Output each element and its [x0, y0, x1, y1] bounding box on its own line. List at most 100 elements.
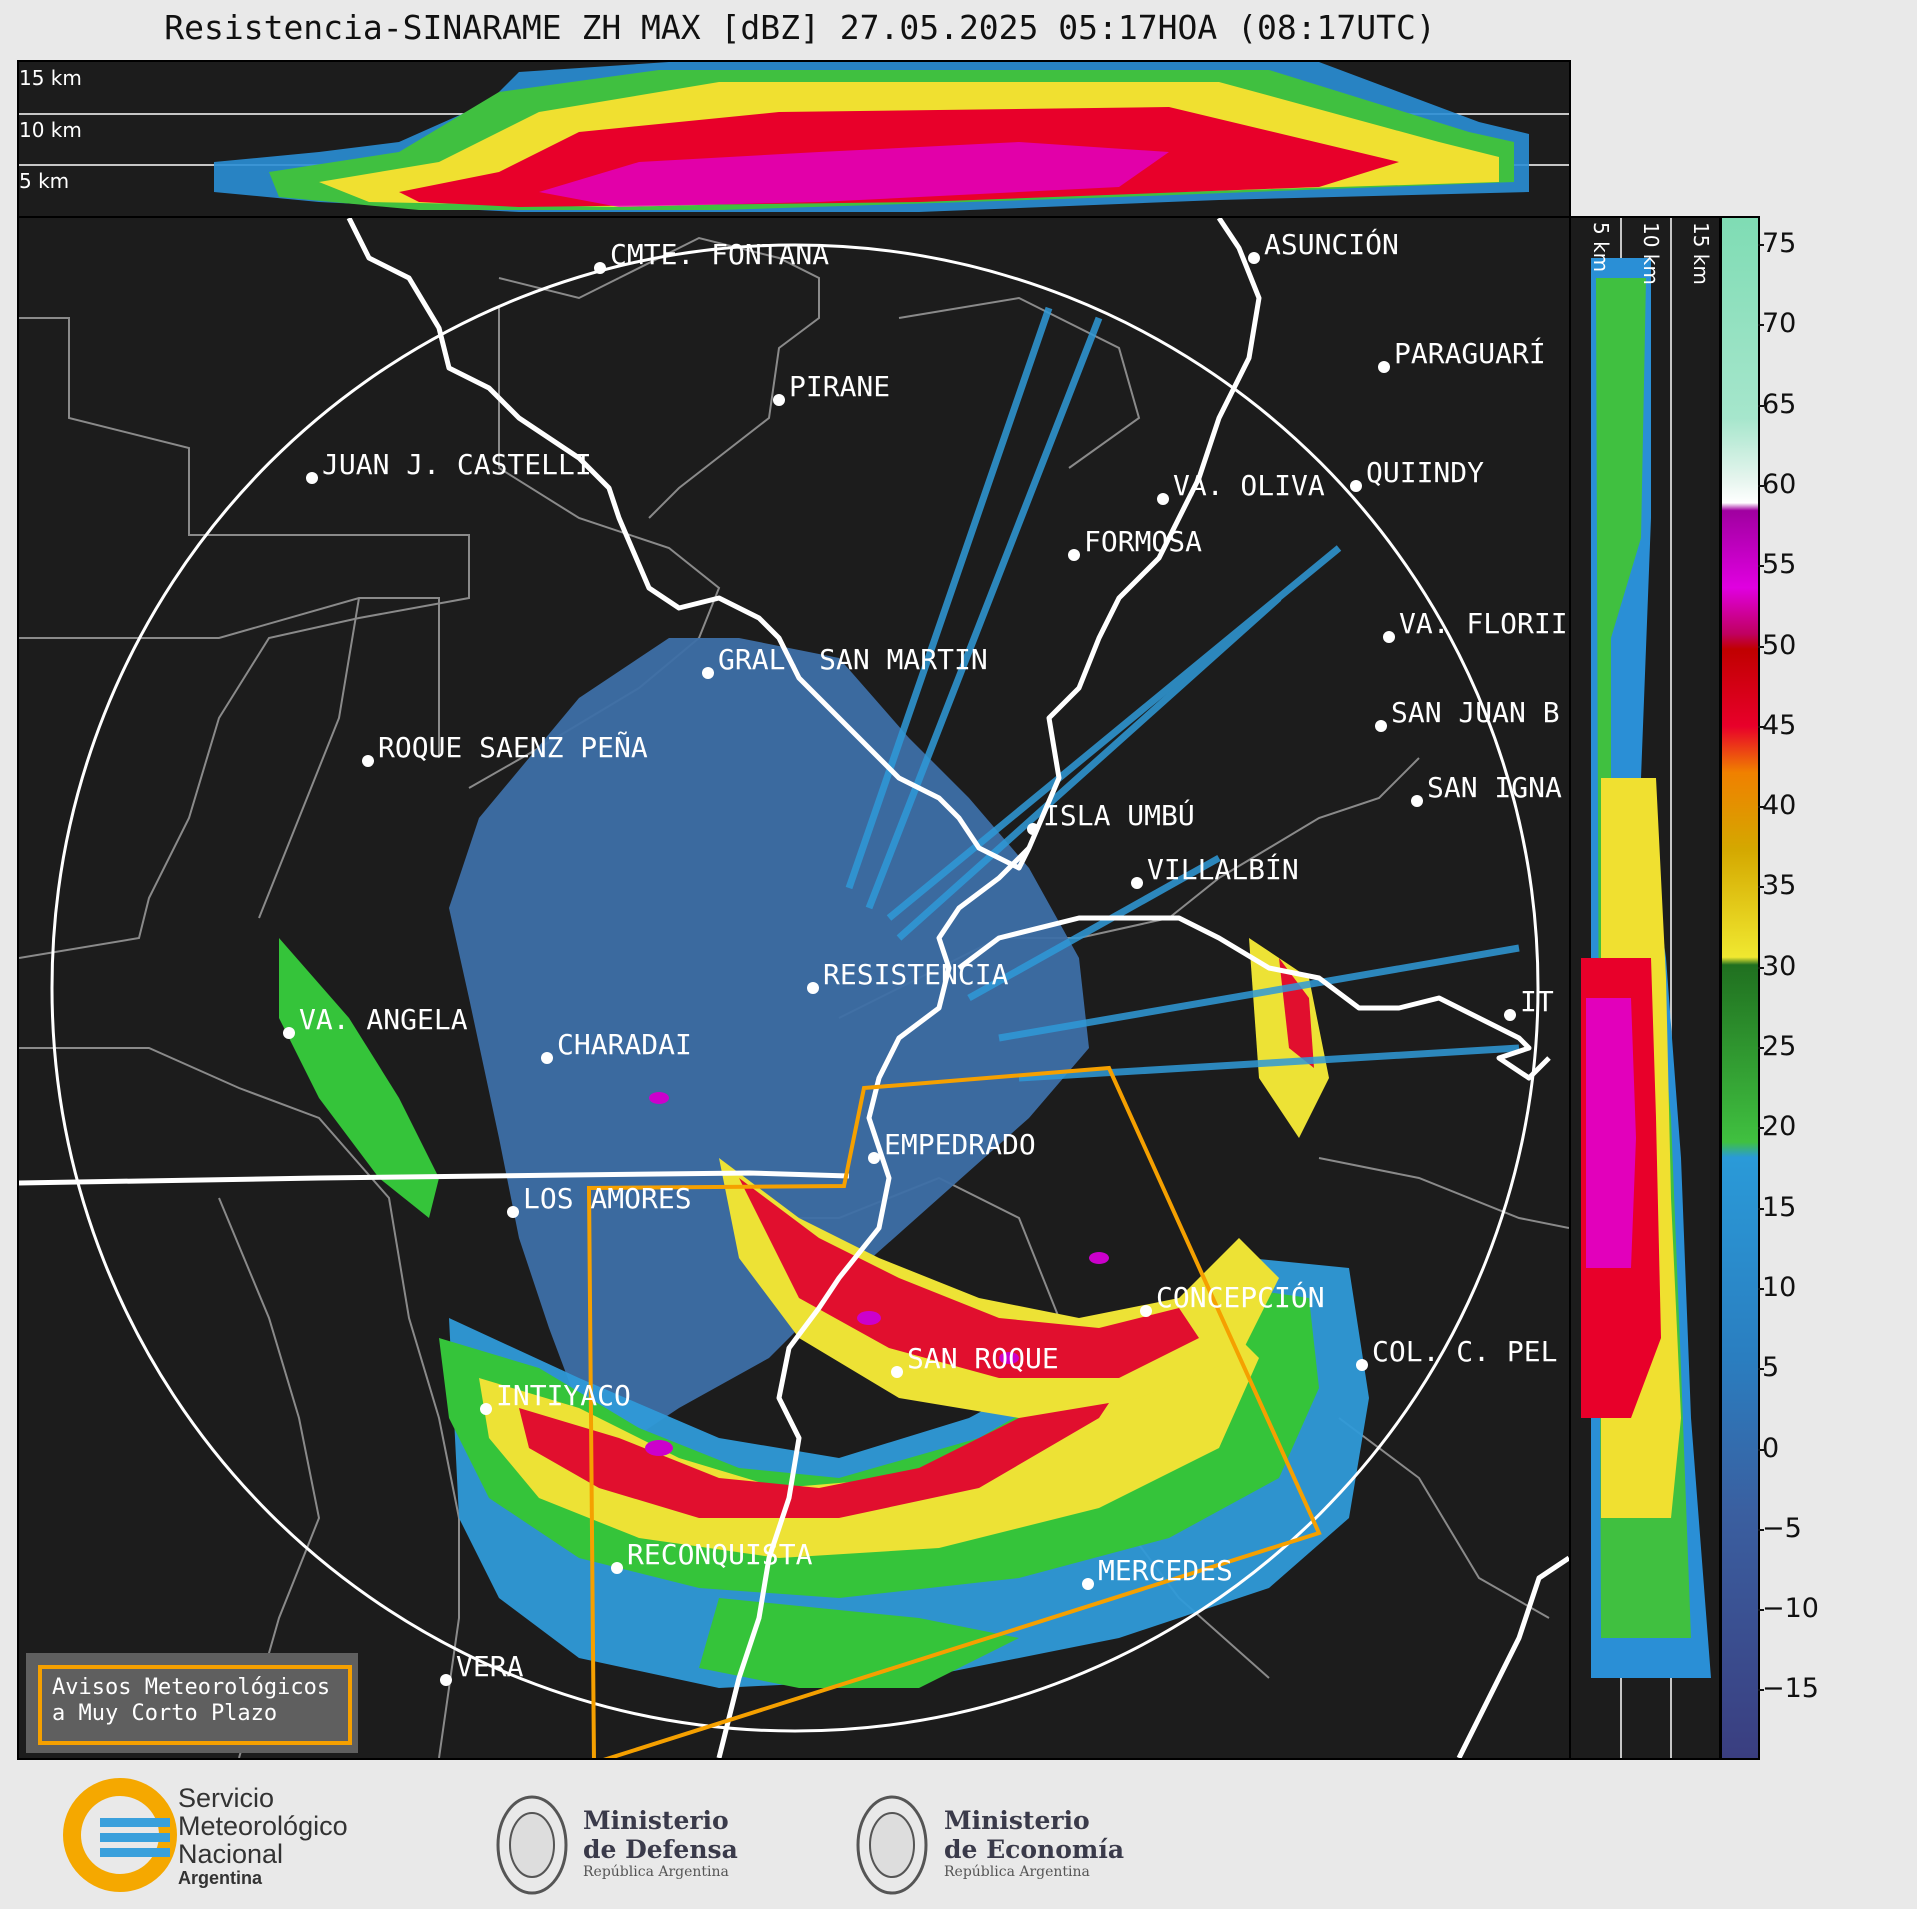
city-dot	[440, 1674, 452, 1686]
city-dot	[868, 1152, 880, 1164]
colorbar-tick-label: 20	[1762, 1111, 1797, 1143]
page-title: Resistencia-SINARAME ZH MAX [dBZ] 27.05.…	[164, 8, 1436, 47]
colorbar-tick-label: 10	[1762, 1271, 1797, 1303]
colorbar-tick-mark	[1758, 645, 1764, 648]
city-dot	[362, 755, 374, 767]
city-label: FORMOSA	[1084, 525, 1203, 558]
legend-text: Avisos Meteorológicos a Muy Corto Plazo	[38, 1665, 352, 1745]
city-dot	[1068, 549, 1080, 561]
city-dot	[507, 1206, 519, 1218]
colorbar-tick-mark	[1758, 1047, 1764, 1049]
right-altitude-label: 5 km	[1589, 222, 1613, 273]
colorbar-tick-label: 50	[1762, 629, 1797, 661]
city-label: VA. FLORII	[1399, 607, 1568, 640]
right-altitude-label: 10 km	[1639, 222, 1663, 285]
city-dot	[807, 982, 819, 994]
city-dot	[611, 1562, 623, 1574]
city-label: JUAN J. CASTELLI	[322, 448, 592, 481]
city-label: LOS AMORES	[523, 1182, 692, 1215]
defensa-logo-text: Ministerio de Defensa República Argentin…	[583, 1806, 738, 1880]
colorbar-tick-mark	[1758, 1448, 1764, 1451]
city-label: RECONQUISTA	[627, 1538, 813, 1571]
city-label: GRAL. SAN MARTIN	[718, 643, 988, 676]
radar-spokes	[845, 306, 1520, 1082]
city-dot	[702, 667, 714, 679]
colorbar-tick-mark	[1758, 1528, 1764, 1531]
colorbar-tick-label: 0	[1762, 1432, 1780, 1464]
city-dot	[1140, 1305, 1152, 1317]
city-dot	[1350, 480, 1362, 492]
city-dot	[1082, 1578, 1094, 1590]
city-dot	[1411, 795, 1423, 807]
colorbar-tick-mark	[1758, 565, 1764, 568]
city-label: QUIINDY	[1366, 456, 1485, 489]
colorbar-tick-mark	[1758, 404, 1764, 407]
city-label: ISLA UMBÚ	[1043, 799, 1195, 832]
city-label: PARAGUARÍ	[1394, 337, 1546, 370]
warning-polygons	[586, 1065, 1322, 1758]
city-label: IT	[1520, 985, 1554, 1018]
city-dot	[541, 1052, 553, 1064]
colorbar-tick-mark	[1758, 244, 1764, 246]
city-label: CHARADAI	[557, 1028, 692, 1061]
colorbar-tick-mark	[1758, 1127, 1764, 1130]
smn-logo-text: Servicio Meteorológico Nacional Argentin…	[178, 1783, 348, 1888]
right-altitude-label: 15 km	[1689, 222, 1713, 285]
city-dot	[1378, 361, 1390, 373]
colorbar-tick-label: 55	[1762, 549, 1797, 581]
city-label: COL. C. PEL	[1372, 1335, 1558, 1368]
city-label: ASUNCIÓN	[1264, 228, 1399, 261]
colorbar-tick-mark	[1758, 324, 1764, 327]
radar-map[interactable]	[17, 216, 1571, 1760]
city-label: RESISTENCIA	[823, 958, 1009, 991]
colorbar-tick-label: 30	[1762, 950, 1797, 982]
colorbar-tick-mark	[1758, 1287, 1764, 1290]
colorbar-tick-mark	[1758, 484, 1764, 487]
colorbar-tick-label: 70	[1762, 308, 1797, 340]
city-dot	[1504, 1009, 1516, 1021]
colorbar-tick-label: 60	[1762, 468, 1797, 500]
colorbar-tick-label: 40	[1762, 790, 1797, 822]
city-dot	[1131, 877, 1143, 889]
city-label: SAN JUAN B	[1391, 696, 1560, 729]
range-ring	[50, 243, 1540, 1733]
radar-echo-core	[645, 1092, 1109, 1456]
city-dot	[1375, 720, 1387, 732]
city-label: PIRANE	[789, 370, 891, 403]
radar-map-graphics	[19, 218, 1569, 1758]
city-label: ROQUE SAENZ PEÑA	[378, 731, 648, 764]
footer-graphics	[63, 1778, 928, 1895]
city-dot	[891, 1366, 903, 1378]
colorbar-tick-label: 25	[1762, 1031, 1797, 1062]
city-dot	[283, 1027, 295, 1039]
top-cross-section-panel: 15 km 10 km 5 km	[17, 60, 1571, 219]
colorbar-tick-mark	[1758, 1207, 1764, 1210]
radar-echo-moderate	[279, 938, 1329, 1688]
colorbar-tick-label: −10	[1762, 1593, 1819, 1625]
colorbar-tick-mark	[1758, 1368, 1764, 1371]
top-altitude-label: 5 km	[19, 169, 70, 193]
right-cross-section-echo	[1581, 218, 1711, 1758]
colorbar-tick-label: 45	[1762, 709, 1797, 741]
top-altitude-label: 15 km	[19, 66, 82, 90]
smn-logo-icon	[63, 1778, 177, 1892]
defensa-seal-icon	[496, 1795, 568, 1895]
colorbar-tick-label: 35	[1762, 870, 1797, 902]
colorbar-tick-mark	[1758, 1689, 1764, 1692]
rivers-borders	[19, 218, 1569, 1758]
top-altitude-label: 10 km	[19, 118, 82, 142]
colorbar-tick-label: −15	[1762, 1673, 1819, 1705]
city-dot	[306, 472, 318, 484]
colorbar-tick-label: 15	[1762, 1191, 1797, 1223]
city-label: SAN IGNA	[1427, 771, 1562, 804]
city-label: VA. ANGELA	[299, 1003, 468, 1036]
colorbar-tick-label: 75	[1762, 228, 1797, 259]
city-label: SAN ROQUE	[907, 1342, 1059, 1375]
city-dot	[1356, 1359, 1368, 1371]
colorbar-tick-mark	[1758, 966, 1764, 969]
colorbar-tick-mark	[1758, 1609, 1764, 1612]
city-label: MERCEDES	[1098, 1554, 1233, 1587]
city-dot	[1248, 252, 1260, 264]
colorbar-tick-mark	[1758, 725, 1764, 728]
city-dot	[1383, 631, 1395, 643]
